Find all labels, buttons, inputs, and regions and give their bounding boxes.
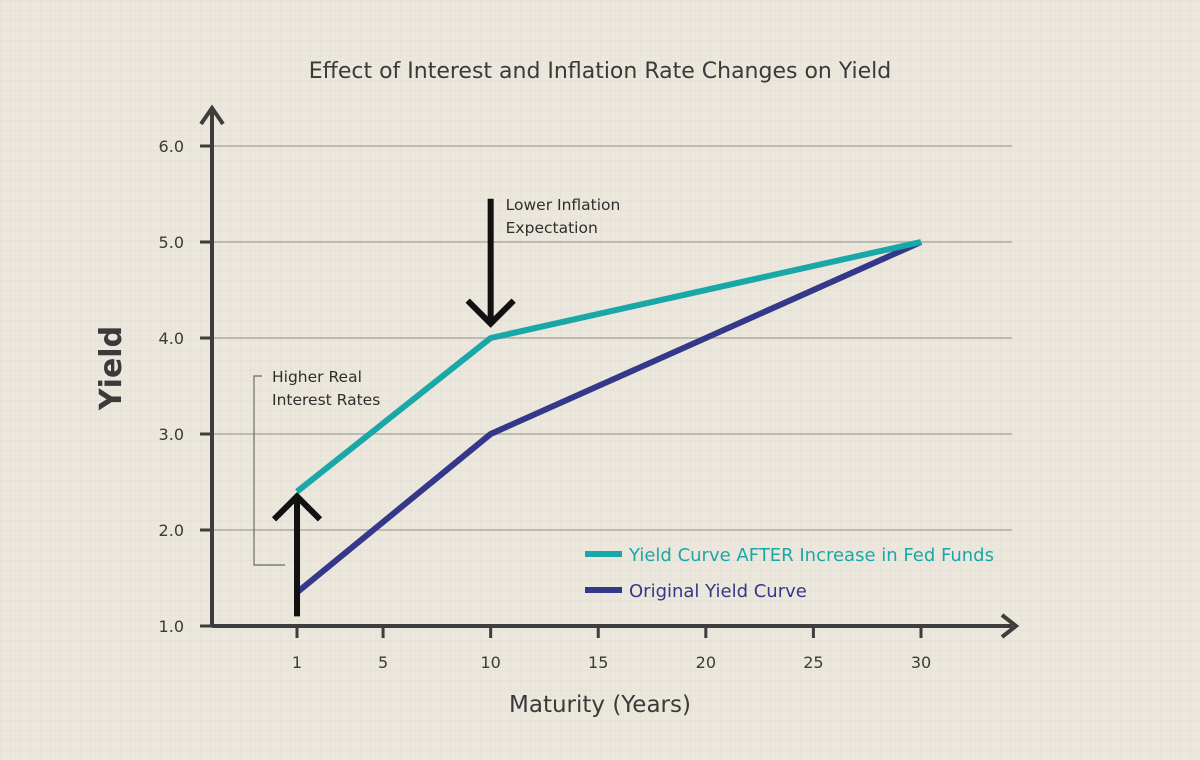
annotation-arrowhead: [271, 492, 323, 522]
y-tick-label: 4.0: [159, 329, 184, 348]
axes: [199, 104, 1020, 639]
x-tick-label: 30: [911, 653, 931, 672]
y-axis-arrowhead: [199, 104, 225, 126]
y-tick-label: 2.0: [159, 521, 184, 540]
y-tick-label: 1.0: [159, 617, 184, 636]
legend: Yield Curve AFTER Increase in Fed Funds O…: [585, 545, 994, 602]
x-tick-label: 5: [378, 653, 388, 672]
annotation-label: Interest Rates: [272, 391, 380, 409]
x-tick-labels: 1 5 10 15 20 25 30: [292, 626, 931, 672]
x-axis-arrowhead: [1000, 613, 1020, 639]
x-tick-label: 20: [696, 653, 716, 672]
y-tick-label: 6.0: [159, 137, 184, 156]
gridlines: [212, 145, 1012, 531]
y-tick-label: 5.0: [159, 233, 184, 252]
chart-title: Effect of Interest and Inflation Rate Ch…: [309, 59, 891, 84]
legend-label: Yield Curve AFTER Increase in Fed Funds: [628, 545, 994, 566]
y-tick-label: 3.0: [159, 425, 184, 444]
annotation-label: Higher Real: [272, 368, 362, 386]
annotation-arrowhead: [465, 298, 516, 328]
x-tick-label: 15: [588, 653, 608, 672]
annotation-label: Lower Inflation: [506, 196, 621, 214]
x-tick-label: 1: [292, 653, 302, 672]
x-tick-label: 25: [803, 653, 823, 672]
series-line: [295, 239, 923, 595]
series-line: [295, 239, 922, 494]
series-lines: [295, 239, 923, 595]
y-tick-labels: 1.0 2.0 3.0 4.0 5.0 6.0: [159, 137, 212, 636]
x-axis-label: Maturity (Years): [509, 692, 691, 718]
annotation-bracket: [253, 375, 285, 566]
annotation-label: Expectation: [506, 219, 598, 237]
annotations: Higher Real Interest Rates Lower Inflation…: [253, 196, 621, 617]
x-tick-label: 10: [480, 653, 500, 672]
y-axis-label: Yield: [94, 326, 129, 411]
legend-label: Original Yield Curve: [629, 581, 807, 602]
